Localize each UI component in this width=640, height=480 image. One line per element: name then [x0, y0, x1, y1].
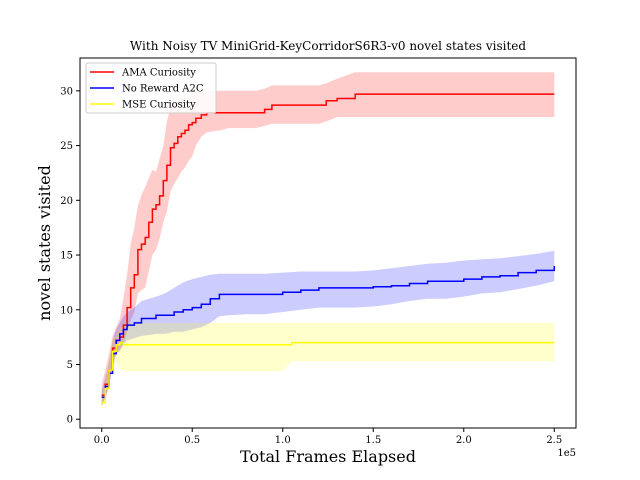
x-axis: 0.0 0.5 1.0 1.5 2.0 2.5 — [94, 428, 562, 446]
x-offset-label: 1e5 — [557, 448, 576, 459]
series-band-0 — [101, 72, 555, 407]
plot-frame — [79, 57, 577, 429]
chart-title: With Noisy TV MiniGrid-KeyCorridorS6R3-v… — [130, 39, 526, 53]
series-line-2 — [101, 341, 555, 404]
y-tick-label: 30 — [60, 86, 73, 97]
x-tick-label: 0.5 — [184, 435, 200, 446]
x-tick-label: 2.5 — [546, 435, 562, 446]
x-tick-label: 2.0 — [456, 435, 472, 446]
y-tick-label: 10 — [60, 305, 73, 316]
legend-entry-label: No Reward A2C — [122, 84, 204, 95]
y-axis: 0 5 10 15 20 25 30 — [60, 86, 80, 426]
x-tick-label: 0.0 — [94, 435, 110, 446]
legend-box — [85, 62, 217, 114]
x-tick-label: 1.0 — [275, 435, 291, 446]
series-line-0 — [101, 93, 555, 396]
y-tick-label: 20 — [60, 196, 73, 207]
plot-area — [101, 72, 556, 411]
series-band-1 — [101, 250, 555, 407]
y-tick-label: 0 — [67, 415, 73, 426]
legend: AMA Curiosity No Reward A2C MSE Curiosity — [85, 62, 217, 114]
y-axis-label: novel states visited — [35, 165, 54, 321]
y-tick-label: 25 — [60, 141, 73, 152]
series-line-1 — [101, 266, 556, 399]
x-tick-label: 1.5 — [365, 435, 381, 446]
legend-entry-label: MSE Curiosity — [122, 100, 196, 111]
y-tick-label: 5 — [67, 360, 73, 371]
x-axis-label: Total Frames Elapsed — [240, 447, 416, 466]
legend-entry-label: AMA Curiosity — [121, 68, 196, 79]
y-tick-label: 15 — [60, 251, 73, 262]
